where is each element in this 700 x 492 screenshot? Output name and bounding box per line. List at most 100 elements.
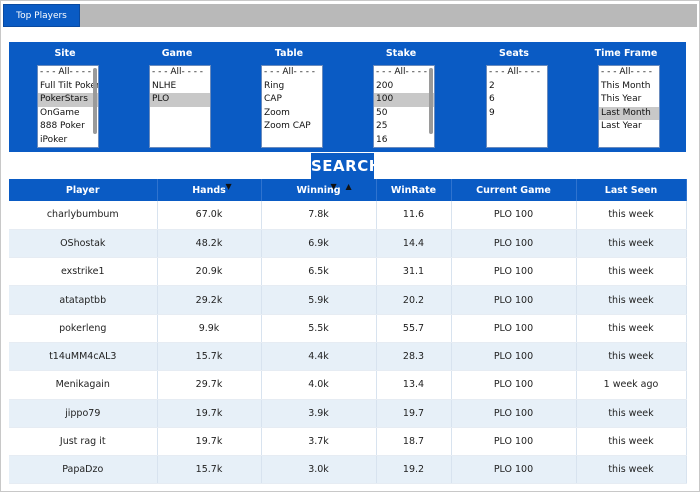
cell-hands: 19.7k	[157, 427, 262, 457]
listbox-option[interactable]: - - - All- - - -	[601, 67, 653, 77]
listbox-option[interactable]: - - - All- - - -	[489, 67, 541, 77]
listbox-option[interactable]: Ring	[264, 80, 285, 91]
cell-player[interactable]: PapaDzo	[9, 455, 158, 485]
table-row[interactable]: Menikagain 29.7k 4.0k 13.4 PLO 100 1 week ago	[9, 370, 687, 400]
sort-down-icon[interactable]: ▼	[225, 182, 232, 191]
listbox-option[interactable]: This Year	[601, 94, 642, 104]
cell-hands: 9.9k	[157, 314, 262, 343]
sort-up-icon[interactable]: ▲	[345, 182, 352, 191]
listbox-option[interactable]: - - - All- - - -	[152, 67, 204, 77]
cell-winrate: 55.7	[376, 314, 452, 343]
header-label: Player	[65, 184, 100, 196]
table-row[interactable]: charlybumbum 67.0k 7.8k 11.6 PLO 100 this wee…	[9, 201, 687, 230]
cell-last-seen: this week	[576, 285, 687, 315]
cell-last-seen: this week	[576, 201, 687, 230]
filter-panel: Site - - - All- - - - Full Tilt Poker Poker…	[9, 42, 686, 152]
table-row[interactable]: Just rag it 19.7k 3.7k 18.7 PLO 100 this week	[9, 427, 687, 457]
cell-winning: 3.0k	[261, 455, 377, 485]
cell-player[interactable]: pokerleng	[9, 314, 158, 343]
cell-winrate: 19.2	[376, 455, 452, 485]
listbox-option[interactable]: 9	[489, 107, 495, 118]
cell-last-seen: this week	[576, 257, 687, 287]
cell-player[interactable]: Just rag it	[9, 427, 158, 457]
cell-current-game: PLO 100	[451, 314, 577, 343]
listbox-option[interactable]: 200	[376, 80, 394, 91]
listbox-option[interactable]: - - - All- - - -	[264, 67, 316, 77]
header-winning[interactable]: Winning ▼ ▲	[261, 179, 377, 201]
table-row[interactable]: t14uMM4cAL3 15.7k 4.4k 28.3 PLO 100 this week	[9, 342, 687, 372]
game-listbox[interactable]: - - - All- - - - NLHE PLO	[149, 65, 211, 148]
listbox-option[interactable]: PLO	[150, 93, 210, 107]
listbox-option[interactable]: Full Tilt Poker	[40, 80, 98, 91]
stake-listbox[interactable]: - - - All- - - - 200 100 50 25 16	[373, 65, 435, 148]
seats-listbox[interactable]: - - - All- - - - 2 6 9	[486, 65, 548, 148]
listbox-option[interactable]: CAP	[264, 94, 282, 104]
cell-current-game: PLO 100	[451, 257, 577, 287]
header-current-game[interactable]: Current Game	[451, 179, 577, 201]
table-listbox[interactable]: - - - All- - - - Ring CAP Zoom Zoom CAP	[261, 65, 323, 148]
cell-player[interactable]: Menikagain	[9, 370, 158, 400]
table-row[interactable]: exstrike1 20.9k 6.5k 31.1 PLO 100 this week	[9, 257, 687, 287]
listbox-option[interactable]: PokerStars	[38, 93, 98, 107]
listbox-option[interactable]: 6	[489, 94, 495, 104]
header-hands[interactable]: Hands ▼	[157, 179, 262, 201]
cell-winrate: 31.1	[376, 257, 452, 287]
listbox-option[interactable]: iPoker	[40, 134, 68, 145]
listbox-option[interactable]: Zoom CAP	[264, 121, 311, 131]
cell-hands: 67.0k	[157, 201, 262, 230]
listbox-option[interactable]: - - - All- - - -	[40, 67, 92, 77]
header-player[interactable]: Player	[9, 179, 158, 201]
listbox-option[interactable]: 888 Poker	[40, 121, 85, 131]
cell-player[interactable]: OShostak	[9, 229, 158, 259]
listbox-scrollbar[interactable]	[429, 68, 433, 134]
listbox-option[interactable]: - - - All- - - -	[376, 67, 428, 77]
cell-player[interactable]: t14uMM4cAL3	[9, 342, 158, 372]
header-label: Last Seen	[604, 184, 658, 196]
cell-current-game: PLO 100	[451, 427, 577, 457]
cell-winrate: 14.4	[376, 229, 452, 259]
sort-down-icon[interactable]: ▼	[330, 182, 337, 191]
listbox-option[interactable]: 100	[374, 93, 434, 107]
site-listbox[interactable]: - - - All- - - - Full Tilt Poker PokerStar…	[37, 65, 99, 148]
listbox-option[interactable]: NLHE	[152, 80, 177, 91]
listbox-scrollbar[interactable]	[93, 68, 97, 134]
cell-current-game: PLO 100	[451, 455, 577, 485]
table-row[interactable]: PapaDzo 15.7k 3.0k 19.2 PLO 100 this week	[9, 455, 687, 485]
listbox-option[interactable]: 25	[376, 121, 388, 131]
listbox-option[interactable]: Zoom	[264, 107, 290, 118]
cell-player[interactable]: jippo79	[9, 399, 158, 428]
listbox-option[interactable]: Last Month	[599, 106, 659, 120]
cell-winning: 4.4k	[261, 342, 377, 372]
filter-stake: Stake - - - All- - - - 200 100 50 25 16	[345, 42, 457, 148]
filter-seats: Seats - - - All- - - - 2 6 9	[458, 42, 570, 148]
listbox-option[interactable]: 50	[376, 107, 388, 118]
table-row[interactable]: OShostak 48.2k 6.9k 14.4 PLO 100 this week	[9, 229, 687, 259]
listbox-option[interactable]: 2	[489, 80, 495, 91]
cell-winrate: 18.7	[376, 427, 452, 457]
table-row[interactable]: pokerleng 9.9k 5.5k 55.7 PLO 100 this week	[9, 314, 687, 343]
table-row[interactable]: jippo79 19.7k 3.9k 19.7 PLO 100 this week	[9, 399, 687, 428]
header-label: WinRate	[390, 184, 437, 196]
cell-winning: 6.5k	[261, 257, 377, 287]
cell-player[interactable]: atataptbb	[9, 285, 158, 315]
header-last-seen[interactable]: Last Seen	[576, 179, 687, 201]
time-frame-listbox[interactable]: - - - All- - - - This Month This Year Last …	[598, 65, 660, 148]
header-label: Hands	[192, 184, 226, 196]
listbox-option[interactable]: Last Year	[601, 121, 642, 131]
table-row[interactable]: atataptbb 29.2k 5.9k 20.2 PLO 100 this week	[9, 285, 687, 315]
listbox-option[interactable]: OnGame	[40, 107, 80, 118]
cell-winrate: 19.7	[376, 399, 452, 428]
listbox-option[interactable]: 16	[376, 134, 388, 145]
cell-winning: 5.5k	[261, 314, 377, 343]
cell-player[interactable]: exstrike1	[9, 257, 158, 287]
table-header-row: Player Hands ▼ Winning ▼ ▲ WinRate Curre…	[9, 179, 687, 201]
cell-last-seen: this week	[576, 427, 687, 457]
cell-player[interactable]: charlybumbum	[9, 201, 158, 230]
cell-current-game: PLO 100	[451, 201, 577, 230]
listbox-option[interactable]: This Month	[601, 80, 651, 91]
filter-site: Site - - - All- - - - Full Tilt Poker Poker…	[9, 42, 121, 148]
tab-top-players[interactable]: Top Players	[3, 4, 80, 27]
header-label: Current Game	[476, 184, 551, 196]
header-winrate[interactable]: WinRate	[376, 179, 452, 201]
search-button[interactable]: SEARCH	[311, 153, 381, 179]
